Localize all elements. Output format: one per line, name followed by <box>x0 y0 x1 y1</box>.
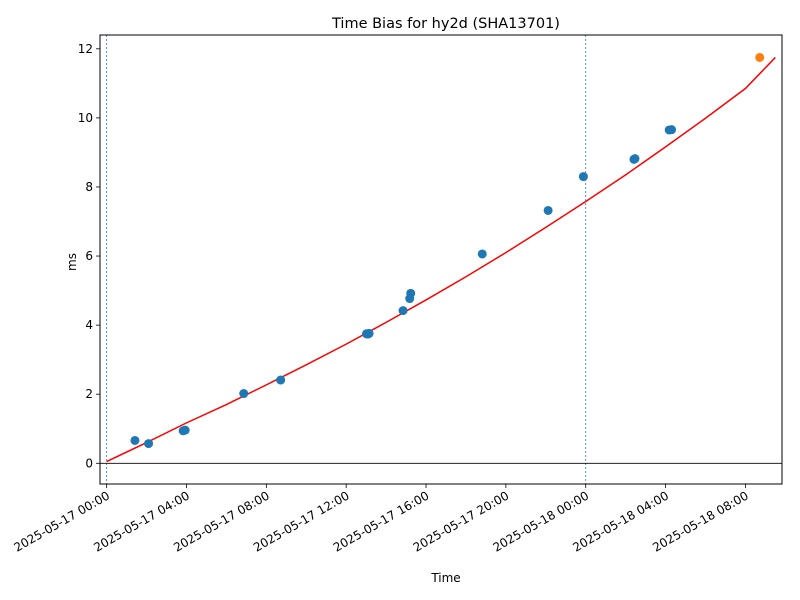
data-point <box>630 154 640 164</box>
y-tick-label: 4 <box>85 318 93 332</box>
data-point <box>406 288 416 298</box>
y-tick-label: 12 <box>78 42 93 56</box>
y-tick-label: 0 <box>85 456 93 470</box>
data-point <box>239 389 249 399</box>
plot-area <box>100 35 782 484</box>
fit-curve <box>106 56 776 463</box>
y-tick-label: 8 <box>85 180 93 194</box>
data-point <box>144 439 154 449</box>
highlight-point <box>755 52 765 62</box>
data-point <box>364 328 374 338</box>
data-point <box>578 172 588 182</box>
y-tick-label: 6 <box>85 249 93 263</box>
data-point <box>130 435 140 445</box>
y-tick-label: 2 <box>85 387 93 401</box>
data-point <box>543 205 553 215</box>
plot-frame <box>99 34 783 485</box>
y-axis-label: ms <box>65 253 79 271</box>
data-point <box>667 125 677 135</box>
y-tick-label: 10 <box>78 111 93 125</box>
x-axis-label: Time <box>430 571 460 585</box>
y-axis: 0 2 4 6 8 10 12 <box>78 42 100 470</box>
data-point <box>276 375 286 385</box>
data-point <box>477 249 487 259</box>
data-point <box>180 425 190 435</box>
chart-title: Time Bias for hy2d (SHA13701) <box>331 16 560 32</box>
data-point <box>398 306 408 316</box>
